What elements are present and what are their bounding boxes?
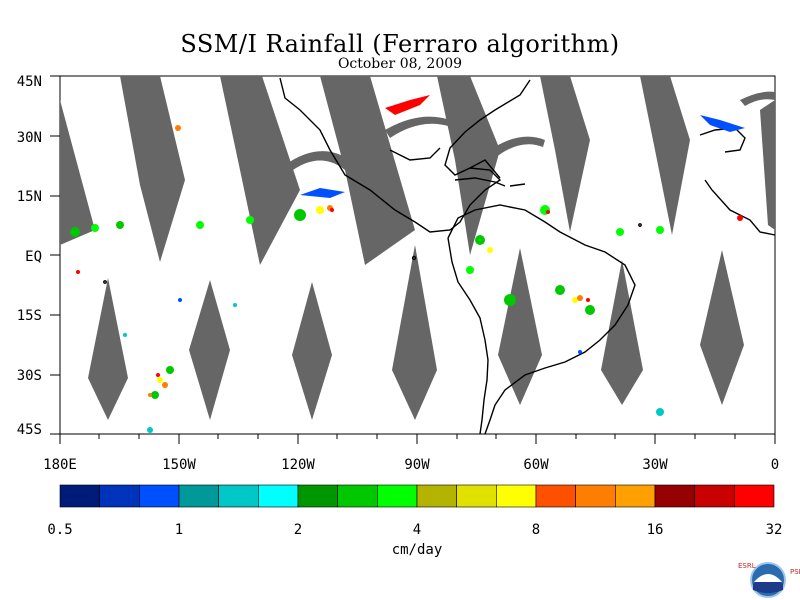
lon-label-30w: 30W [642, 457, 668, 473]
colorbar-swatch [575, 484, 616, 508]
logo-right-letters: PSD [790, 568, 800, 576]
colorbar-swatch [139, 484, 180, 508]
chart-title: SSM/I Rainfall (Ferraro algorithm) [180, 30, 620, 58]
colorbar-swatch [734, 484, 775, 508]
lon-label-60w: 60W [523, 457, 549, 473]
chart-date: October 08, 2009 [337, 56, 463, 72]
colorbar-swatch [694, 484, 735, 508]
colorbar-swatch [178, 484, 219, 508]
colorbar-swatch [99, 484, 140, 508]
lat-label-45s: 45S [16, 422, 42, 438]
colorbar-swatch [59, 484, 100, 508]
lon-label-90w: 90W [404, 457, 430, 473]
logo-left-letters: ESRL [738, 562, 756, 570]
colorbar [59, 484, 775, 508]
colorbar-tick-label: 1 [174, 522, 184, 538]
lon-label-0: 0 [770, 457, 780, 473]
no-data-swaths [60, 76, 775, 420]
colorbar-tick-label: 8 [531, 522, 541, 538]
colorbar-swatch [258, 484, 299, 508]
colorbar-swatch [377, 484, 418, 508]
colorbar-swatch [218, 484, 259, 508]
lat-label-15s: 15S [16, 308, 42, 324]
axis-ticks [50, 75, 776, 444]
colorbar-swatch [496, 484, 537, 508]
lon-label-120w: 120W [281, 457, 315, 473]
colorbar-swatch [535, 484, 576, 508]
lon-label-150w: 150W [162, 457, 196, 473]
colorbar-tick-label: 16 [646, 522, 664, 538]
lat-label-eq: EQ [25, 249, 42, 265]
lat-label-45n: 45N [16, 74, 42, 90]
colorbar-swatch [337, 484, 378, 508]
colorbar-swatch [416, 484, 457, 508]
colorbar-tick-label: 2 [293, 522, 303, 538]
colorbar-swatch [297, 484, 338, 508]
lat-label-30n: 30N [16, 130, 42, 146]
colorbar-tick-label: 32 [765, 522, 783, 538]
lat-label-30s: 30S [16, 368, 42, 384]
colorbar-swatch [456, 484, 497, 508]
colorbar-tick-label: 4 [412, 522, 422, 538]
colorbar-tick-label: 0.5 [47, 522, 73, 538]
colorbar-swatch [654, 484, 695, 508]
colorbar-units: cm/day [391, 542, 443, 558]
rain-patches [70, 95, 745, 433]
noaa-logo: ESRL PSD [738, 560, 800, 600]
colorbar-swatch [615, 484, 656, 508]
lat-label-15n: 15N [16, 189, 42, 205]
lon-label-180e: 180E [43, 457, 77, 473]
